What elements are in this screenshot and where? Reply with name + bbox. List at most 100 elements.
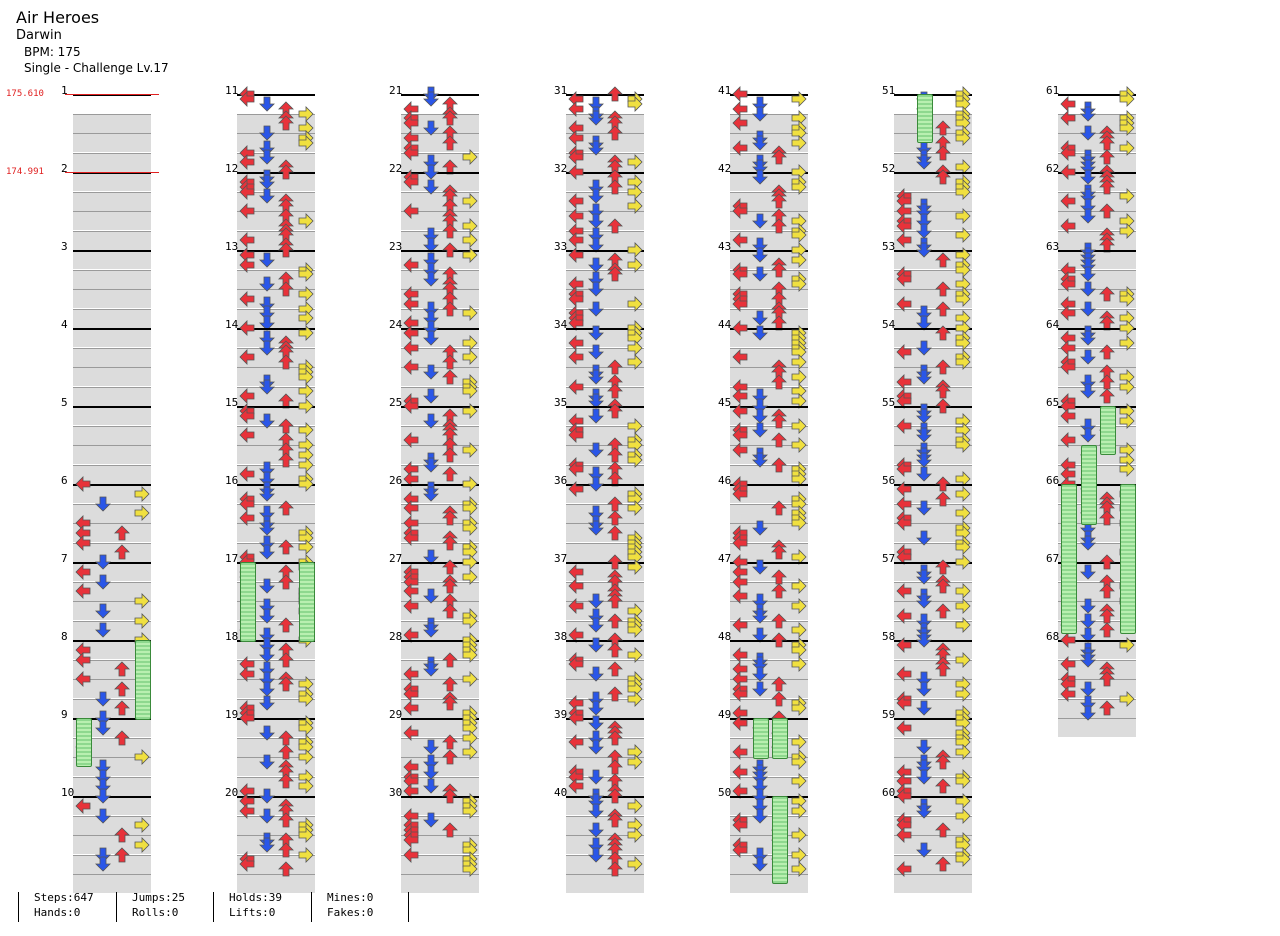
right-arrow-icon [791,734,807,751]
up-arrow-icon [278,651,294,668]
beat-band [566,776,644,796]
right-arrow-icon [627,198,643,215]
left-arrow-icon [403,529,419,546]
beat-band [1058,581,1136,601]
measure-number: 3 [61,240,68,253]
down-arrow-icon [915,466,932,482]
beat-line [401,542,479,544]
down-arrow-icon [751,266,768,282]
left-arrow-icon [568,232,584,249]
down-arrow-icon [915,203,932,219]
beat-line [1058,386,1136,388]
down-arrow-icon [422,164,439,180]
beat-line [401,659,479,661]
up-arrow-icon [442,603,458,619]
beat-line [894,659,972,661]
down-arrow-icon [587,237,604,253]
down-arrow-icon [751,808,768,824]
beat-band [894,796,972,815]
down-arrow-icon [915,593,932,609]
measure-number: 42 [718,162,732,175]
right-arrow-icon [298,285,314,302]
left-arrow-icon [732,388,748,405]
beat-line [730,854,808,856]
beat-line [730,425,808,427]
down-arrow-icon [751,213,768,229]
beat-band [401,776,479,796]
down-arrow-icon [751,237,768,253]
left-arrow-icon [732,744,748,761]
right-arrow-icon [955,773,971,790]
left-arrow-icon [896,373,912,390]
up-arrow-icon [278,773,294,789]
right-arrow-icon [134,593,150,609]
beat-band [73,347,151,367]
beat-band [566,737,644,757]
up-arrow-icon [607,812,623,828]
right-arrow-icon [791,90,807,107]
down-arrow-icon [751,247,768,263]
measure-number: 41 [718,84,732,97]
beat-band [894,367,972,386]
stats-divider [18,892,19,922]
left-arrow-icon [239,232,255,249]
beat-line [730,776,808,778]
up-arrow-icon [442,300,458,317]
measure-line [566,94,644,96]
measure-number: 21 [389,84,403,97]
down-arrow-icon [915,452,932,468]
up-arrow-icon [278,573,294,590]
measure-line [730,250,808,252]
measure-line [237,328,315,330]
down-arrow-icon [587,793,604,809]
left-arrow-icon [896,461,912,478]
down-arrow-icon [915,842,932,858]
left-arrow-icon [568,129,584,146]
beat-band [566,425,644,445]
beat-band [566,542,644,562]
beat-line [73,776,151,778]
down-arrow-icon [587,637,604,653]
right-arrow-icon [627,690,643,707]
measure-number: 19 [225,708,239,721]
right-arrow-icon [1119,461,1135,478]
down-arrow-icon [751,778,768,794]
beat-line [1058,503,1136,505]
up-arrow-icon [442,110,458,126]
beat-line [730,581,808,583]
up-arrow-icon [607,554,623,570]
left-arrow-icon [239,349,255,366]
beat-line [1058,308,1136,310]
beat-band [730,152,808,172]
beat-band [894,640,972,659]
beat-band [894,269,972,289]
beat-band [73,250,151,269]
beat-line [73,367,151,368]
beat-line [894,757,972,758]
down-arrow-icon [587,608,604,624]
beat-band [894,250,972,269]
down-arrow-icon [422,262,439,278]
down-arrow-icon [587,822,604,838]
measure-line [894,406,972,408]
beat-line [1058,542,1136,544]
beat-band [730,347,808,367]
left-arrow-icon [896,666,912,683]
up-arrow-icon [442,222,458,239]
up-arrow-icon [607,359,623,375]
up-arrow-icon [771,690,787,707]
right-arrow-icon [462,612,478,629]
down-arrow-icon [1079,330,1096,346]
left-arrow-icon [568,734,584,751]
up-arrow-icon [607,661,623,677]
beat-band [730,562,808,581]
beat-band [401,835,479,854]
up-arrow-icon [771,261,787,278]
measure-number: 9 [61,708,68,721]
beat-line [1058,347,1136,349]
right-arrow-icon [955,437,971,453]
beat-band [401,854,479,874]
up-arrow-icon [114,700,130,716]
beat-band [566,601,644,620]
beat-line [730,211,808,212]
